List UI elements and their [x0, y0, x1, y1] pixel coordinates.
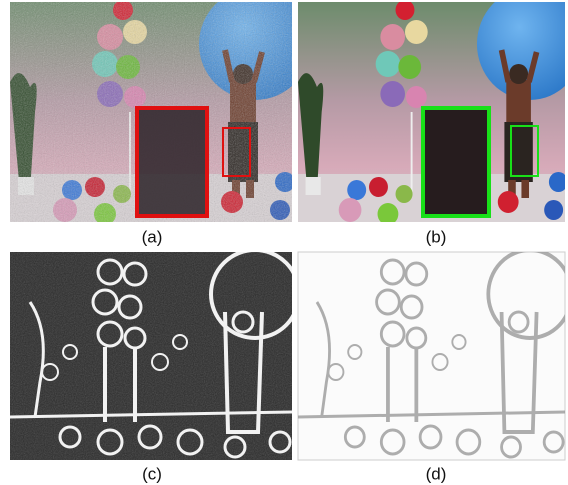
caption: (b) — [426, 227, 447, 246]
caption: (a) — [142, 227, 163, 246]
panel-c — [10, 250, 299, 460]
page: (a) (b) (c) (d) (() => { const data = JS… — [0, 0, 568, 485]
panel-b — [298, 0, 568, 225]
caption: (c) — [142, 464, 162, 483]
caption: (d) — [426, 464, 447, 483]
panel-d — [298, 250, 568, 460]
figure: (a) (b) (c) (d) — [0, 0, 568, 485]
panel-a — [10, 0, 311, 225]
